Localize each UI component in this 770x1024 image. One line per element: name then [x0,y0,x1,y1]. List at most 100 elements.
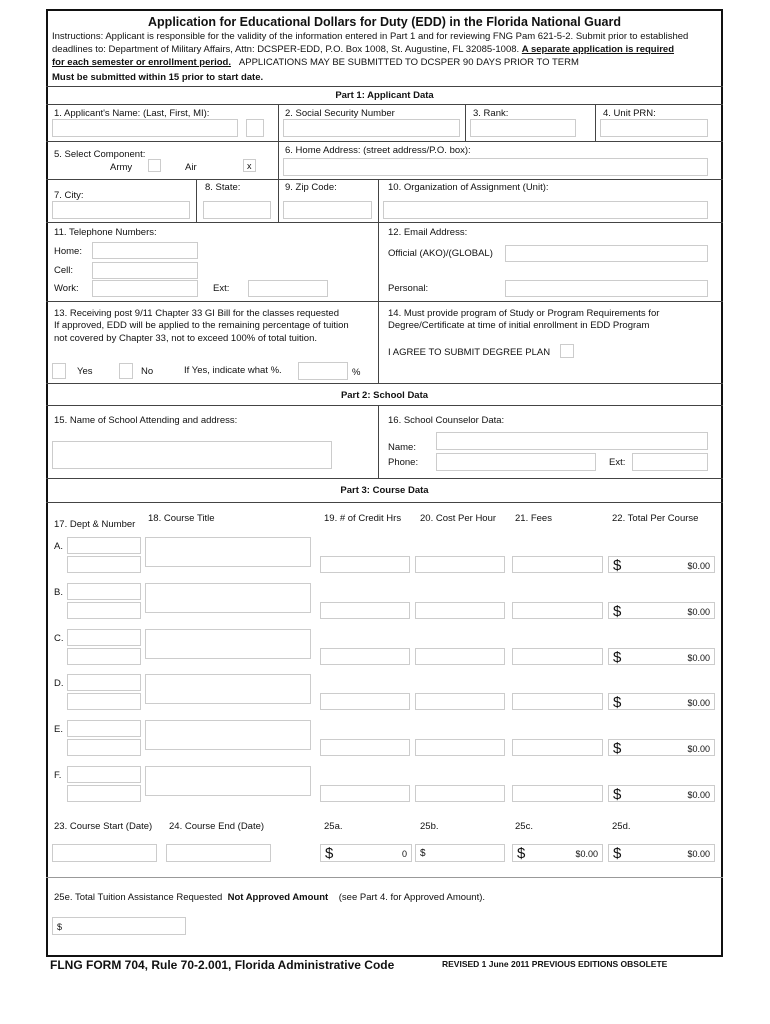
course-number-input[interactable] [67,601,141,619]
fees-input[interactable] [512,601,603,619]
unit-prn-input[interactable] [600,119,708,137]
rank-input[interactable] [470,119,576,137]
cell-phone-input[interactable] [92,262,198,279]
work-ext-input[interactable] [248,280,328,297]
cost-per-hour-input[interactable] [415,556,505,573]
home-phone-input[interactable] [92,242,198,259]
credit-hours-input[interactable] [320,785,410,802]
state-input[interactable] [203,201,271,219]
course-number-input[interactable] [67,647,141,665]
course-title-input[interactable] [145,537,311,567]
dept-input[interactable] [67,537,141,554]
divider [46,502,723,503]
divider [378,405,379,478]
course-number-input[interactable] [67,739,141,757]
credit-hours-input[interactable] [320,601,410,619]
gi-bill-no-checkbox[interactable] [119,363,133,379]
credit-hours-input[interactable] [320,556,410,573]
cost-per-hour-input[interactable] [415,739,505,757]
counselor-phone-label: Phone: [388,457,419,468]
air-checkbox[interactable]: x [243,159,256,172]
course-title-input[interactable] [145,720,311,751]
counselor-ext-input[interactable] [632,453,708,471]
course-number-input[interactable] [67,556,141,573]
dept-input[interactable] [67,628,141,646]
field-value: $0.00 [687,849,710,859]
course-title-input[interactable] [145,766,311,796]
dept-input[interactable] [67,766,141,783]
total-per-course-field[interactable]: $ $0.00 [608,785,715,802]
instructions-line-4: Must be submitted within 15 prior to sta… [52,72,264,83]
divider [46,86,723,87]
part3-heading: Part 3: Course Data [340,485,429,496]
dept-input[interactable] [67,720,141,738]
zip-input[interactable] [283,201,372,219]
field-value: $0.00 [687,606,710,617]
work-phone-input[interactable] [92,280,198,297]
divider [46,301,723,302]
divider [46,222,723,223]
personal-email-input[interactable] [505,280,708,297]
cost-per-hour-input[interactable] [415,785,505,802]
fees-input[interactable] [512,556,603,573]
counselor-phone-input[interactable] [436,453,596,471]
total-requested-field[interactable]: $ [52,917,186,935]
course-title-input[interactable] [145,582,311,613]
organization-input[interactable] [383,201,708,219]
course-end-input[interactable] [166,844,271,862]
dept-input[interactable] [67,582,141,600]
total-25c-field[interactable]: $ $0.00 [512,844,603,862]
school-label: 15. Name of School Attending and address… [54,415,238,426]
fees-input[interactable] [512,693,603,711]
total-25b-label: 25b. [420,821,439,832]
course-title-input[interactable] [145,628,311,659]
course-number-input[interactable] [67,693,141,711]
fees-input[interactable] [512,739,603,757]
city-input[interactable] [52,201,190,219]
email-label: 12. Email Address: [388,227,468,238]
currency-symbol: $ [613,602,622,620]
total-per-course-field[interactable]: $ $0.00 [608,601,715,620]
gi-bill-yes-checkbox[interactable] [52,363,66,379]
total-25b-field[interactable]: $ [415,844,505,862]
ssn-input[interactable] [283,119,460,137]
counselor-label: 16. School Counselor Data: [388,415,505,426]
army-checkbox[interactable] [148,159,161,172]
name-label: 1. Applicant's Name: (Last, First, MI): [54,108,210,119]
total-per-course-field[interactable]: $ $0.00 [608,739,715,757]
credit-hours-input[interactable] [320,693,410,711]
course-title-input[interactable] [145,674,311,705]
name-input[interactable] [52,119,238,137]
total-per-course-field[interactable]: $ $0.00 [608,556,715,573]
middle-initial-input[interactable] [246,119,264,137]
cost-per-hour-input[interactable] [415,647,505,665]
credit-hours-input[interactable] [320,739,410,757]
total-per-course-field[interactable]: $ $0.00 [608,693,715,711]
cost-per-hour-input[interactable] [415,601,505,619]
total-25d-field[interactable]: $ $0.00 [608,844,715,862]
counselor-name-input[interactable] [436,432,708,450]
total-per-course-field[interactable]: $ $0.00 [608,647,715,665]
gi-bill-percent-input[interactable] [298,362,348,380]
col-cost-header: 20. Cost Per Hour [420,513,497,524]
home-address-input[interactable] [283,158,708,176]
cost-per-hour-input[interactable] [415,693,505,711]
fees-input[interactable] [512,785,603,802]
course-number-input[interactable] [67,785,141,802]
counselor-ext-label: Ext: [609,457,626,468]
degree-plan-checkbox[interactable] [560,344,574,358]
total-request-label: 25e. Total Tuition Assistance Requested [54,892,223,903]
course-start-label: 23. Course Start (Date) [54,821,153,832]
instructions-line-3: for each semester or enrollment period. … [52,58,579,68]
school-name-input[interactable] [52,441,332,469]
course-row-letter: D. [54,678,64,690]
gi-bill-text-3: not covered by Chapter 33, not to exceed… [54,333,318,344]
course-start-input[interactable] [52,844,157,862]
official-email-input[interactable] [505,245,708,262]
revision-note: REVISED 1 June 2011 PREVIOUS EDITIONS OB… [442,959,668,969]
total-25a-field[interactable]: $0 [320,844,412,862]
field-value: 0 [401,849,407,859]
fees-input[interactable] [512,647,603,665]
credit-hours-input[interactable] [320,647,410,665]
dept-input[interactable] [67,674,141,692]
